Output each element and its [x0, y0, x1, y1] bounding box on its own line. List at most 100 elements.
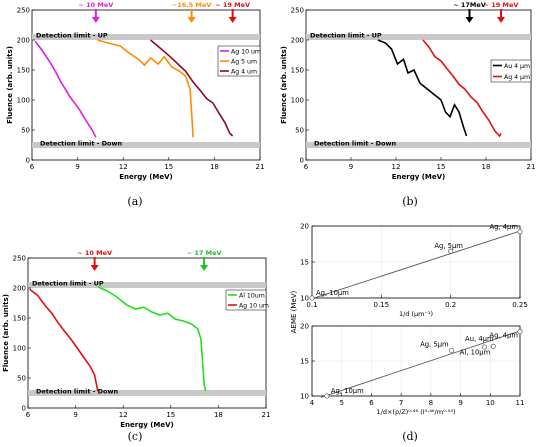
x-axis-label: Energy (MeV) [392, 173, 446, 181]
panel-a: Detection limit - UP Detection limit - Do… [6, 1, 264, 181]
panel-d-top: 0.1 0.15 0.2 0.25 10 15 20 1/d (μm⁻¹) Ag, 10μm Ag… [300, 223, 528, 319]
detection-band-down [306, 142, 531, 148]
detection-label-down: Detection limit - Down [40, 140, 123, 148]
y-axis-label-d: AEME (MeV) [290, 290, 298, 333]
x-tick-label: 0.25 [512, 301, 528, 309]
detection-band-up [306, 34, 531, 40]
data-point [490, 343, 496, 349]
x-tick-label: 7 [399, 399, 403, 407]
data-point [517, 329, 523, 335]
x-tick-label: 6 [369, 399, 374, 407]
detection-band-down [32, 142, 260, 148]
y-tick-label: 150 [17, 67, 30, 75]
series-line-1 [422, 39, 502, 138]
x-tick-label: 12 [392, 163, 401, 171]
y-tick-label: 0 [300, 157, 304, 165]
x-tick-label: 18 [214, 411, 223, 419]
x-tick-label: 15 [166, 411, 175, 419]
data-point [309, 295, 315, 301]
legend-entry: Ag 4 um [231, 68, 257, 75]
annotation-arrow-head [228, 17, 237, 23]
x-axis-label: Energy (MeV) [120, 421, 174, 429]
x-tick-label: 8 [429, 399, 433, 407]
x-tick-label: 4 [310, 399, 315, 407]
legend-entry: Ag 10 um [239, 302, 269, 309]
annotation-arrow-head [90, 265, 99, 271]
x-tick-label: 0.1 [306, 301, 317, 309]
x-tick-label: 21 [262, 411, 271, 419]
detection-label-up: Detection limit - UP [36, 32, 108, 40]
y-axis-label: Fluence (arb. units) [280, 46, 288, 124]
x-tick-label: 6 [26, 411, 31, 419]
x-tick-label: 5 [339, 399, 343, 407]
y-tick-label: 50 [17, 375, 26, 383]
x-tick-label: 0.15 [374, 301, 390, 309]
legend-entry: Ag 5 um [231, 58, 257, 65]
series-line-0 [377, 39, 468, 137]
annotation-arrow-head [91, 17, 100, 23]
annotation-label: ~ 17 MeV [187, 249, 222, 257]
detection-band-down [28, 390, 266, 396]
x-tick-label: 12 [119, 163, 128, 171]
x-tick-label: 9 [458, 399, 462, 407]
legend-entry: Al 10um [239, 292, 265, 299]
x-tick-label: 6 [304, 163, 309, 171]
y-tick-label: 100 [13, 345, 26, 353]
detection-label-up: Detection limit - UP [32, 280, 104, 288]
point-label: Al, 10μm [460, 348, 491, 356]
x-tick-label: 6 [30, 163, 35, 171]
data-point [449, 347, 455, 354]
point-label: Ag, 4μm [489, 223, 518, 231]
fit-line [320, 330, 521, 398]
y-tick-label: 200 [291, 37, 304, 45]
x-tick-label: 18 [482, 163, 491, 171]
data-point [324, 393, 330, 399]
series-line-2 [150, 39, 234, 137]
x-axis-label: 1/d×(ρ/Z)⁰·⁴⁶ (I⁰·⁴⁶/m⁰·⁵⁴) [377, 408, 456, 416]
detection-label-up: Detection limit - UP [310, 32, 382, 40]
x-tick-label: 9 [73, 411, 77, 419]
panel-caption: (a) [127, 195, 142, 208]
y-tick-label: 50 [295, 127, 304, 135]
y-tick-label: 250 [291, 7, 304, 15]
x-tick-label: 15 [437, 163, 446, 171]
panel-c: Detection limit - UP Detection limit - Do… [2, 249, 270, 429]
detection-label-down: Detection limit - Down [36, 388, 119, 396]
data-point [517, 229, 523, 235]
fit-line [311, 230, 521, 300]
y-tick-label: 250 [13, 255, 26, 263]
x-tick-label: 10 [486, 399, 495, 407]
data-point [481, 344, 487, 350]
panel-caption: (c) [128, 430, 143, 443]
plot-frame [27, 257, 267, 409]
y-tick-label: 100 [291, 97, 304, 105]
panel-d-bottom: 4 5 6 7 8 9 10 11 10 15 20 1/d×(ρ/Z)⁰·⁴⁶ (I⁰·⁴⁶/m⁰·… [300, 323, 524, 417]
x-tick-label: 21 [527, 163, 536, 171]
detection-band-up [28, 282, 266, 288]
series-line-1 [97, 39, 194, 138]
point-label: Ag, 5μm [420, 341, 449, 349]
annotation-label: ~ 10 MeV [77, 249, 112, 257]
panel-caption: (b) [402, 195, 418, 208]
legend-entry: Ag 4 µm [504, 74, 530, 81]
panel-b: Detection limit - UP Detection limit - Do… [280, 1, 535, 181]
annotation-label: ~ 17MeV [453, 1, 486, 9]
point-label: Au, 4μm [465, 335, 494, 343]
x-tick-label: 11 [516, 399, 525, 407]
point-label: Ag, 5μm [434, 242, 463, 250]
x-tick-label: 18 [210, 163, 219, 171]
y-tick-label: 200 [13, 285, 26, 293]
y-tick-label: 20 [300, 323, 309, 331]
annotation-label: ~ 10 MeV [78, 1, 113, 9]
legend-entry: Au 4 µm [504, 63, 530, 70]
y-tick-label: 150 [13, 315, 26, 323]
series-line-1 [29, 288, 99, 392]
x-axis-label: 1/d (μm⁻¹) [399, 310, 433, 318]
y-tick-label: 250 [17, 7, 30, 15]
x-tick-label: 15 [164, 163, 173, 171]
panel-caption: (d) [402, 430, 418, 443]
x-tick-label: 9 [349, 163, 353, 171]
data-point [448, 248, 454, 254]
plot-frame [31, 9, 261, 161]
